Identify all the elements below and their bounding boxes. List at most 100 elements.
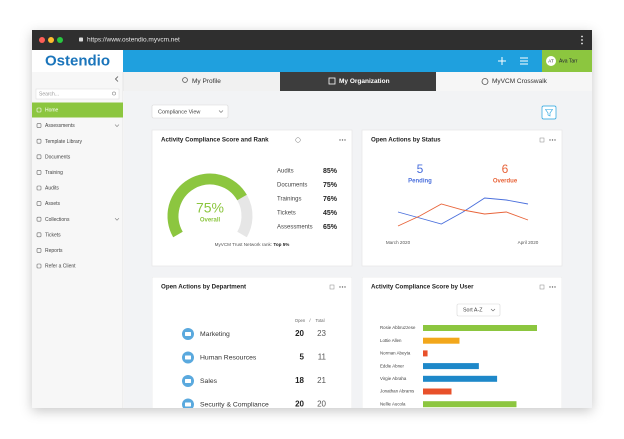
user-initials: AT xyxy=(548,58,554,63)
department-name: Sales xyxy=(200,378,218,385)
search-box[interactable] xyxy=(35,88,120,100)
sidebar-icon xyxy=(36,123,42,128)
gauge-value xyxy=(167,173,247,238)
department-open: 20 xyxy=(295,400,304,409)
department-total: 11 xyxy=(318,353,327,362)
user-bar-chart: Rosie Abbruzzese Lottie Allen Norman Abeyt… xyxy=(380,325,537,408)
help-icon[interactable] xyxy=(295,137,301,143)
expand-icon[interactable] xyxy=(539,137,545,143)
tab-active[interactable]: My Organization xyxy=(339,78,390,85)
status-count: 6 xyxy=(502,162,509,176)
user-name: Lottie Allen xyxy=(380,338,402,343)
add-button[interactable] xyxy=(498,57,506,65)
status-line xyxy=(397,197,529,225)
browser-menu[interactable] xyxy=(581,35,583,45)
maximize-dot[interactable] xyxy=(57,37,63,43)
user-name: Rosie Abbruzzese xyxy=(380,325,416,330)
card: Open Actions by Department Open / Total … xyxy=(152,277,352,409)
sidebar-item[interactable]: Reports xyxy=(36,248,63,254)
bar xyxy=(423,325,537,331)
sidebar-item[interactable]: Template Library xyxy=(36,138,82,145)
user-avatar xyxy=(546,56,556,66)
score-value: 76% xyxy=(323,196,338,203)
expand-caret xyxy=(114,124,120,128)
card-menu[interactable] xyxy=(339,139,346,141)
department-icon-glyph xyxy=(185,355,191,360)
tab[interactable]: My Profile xyxy=(192,78,221,85)
department-total: 21 xyxy=(317,376,326,385)
view-dropdown-label: Compliance View xyxy=(158,109,200,115)
tab[interactable]: MyVCM Crosswalk xyxy=(492,78,548,85)
sidebar-label: Template Library xyxy=(45,139,82,145)
expand-icon[interactable] xyxy=(329,284,335,290)
bar xyxy=(423,375,498,382)
card: Activity Compliance Score and Rank MyVCM… xyxy=(151,129,353,267)
sidebar-item[interactable]: Audits xyxy=(36,186,59,192)
card-bg xyxy=(361,129,563,267)
score-label: Trainings xyxy=(277,197,301,203)
sidebar-icon xyxy=(36,107,42,113)
tab-bg xyxy=(436,72,592,91)
sidebar-item[interactable]: Documents xyxy=(36,154,71,160)
logo-area xyxy=(32,50,123,72)
card-title: Open Actions by Department xyxy=(161,284,246,291)
sidebar-icon xyxy=(36,138,42,144)
sidebar-icon xyxy=(36,154,42,160)
card-bg xyxy=(151,129,353,267)
sidebar-item[interactable]: Tickets xyxy=(36,232,61,238)
filter-button[interactable] xyxy=(541,105,557,120)
bar xyxy=(423,363,479,370)
card-bg xyxy=(152,277,352,408)
status-name: Overdue xyxy=(493,179,518,185)
sidebar-icon xyxy=(36,216,42,222)
minimize-dot[interactable] xyxy=(48,37,54,43)
sidebar-item[interactable]: Home xyxy=(32,102,123,118)
sidebar-label: Documents xyxy=(45,154,71,160)
url[interactable]: https://www.ostendio.myvcm.net xyxy=(87,37,180,44)
department-name: Human Resources xyxy=(200,354,257,361)
score-value: 45% xyxy=(323,210,338,217)
card-title: Activity Compliance Score and Rank xyxy=(161,137,269,144)
collapse-button[interactable] xyxy=(114,76,119,82)
search-icon xyxy=(112,91,116,96)
header-bar xyxy=(123,50,542,72)
browser-bar xyxy=(32,30,592,50)
card-bg xyxy=(362,277,562,408)
close-dot[interactable] xyxy=(39,37,45,43)
sidebar-icon xyxy=(36,201,42,206)
card-menu[interactable] xyxy=(549,139,556,141)
bar xyxy=(423,350,428,357)
expand-caret xyxy=(114,217,120,221)
expand-icon[interactable] xyxy=(539,284,545,290)
card-menu[interactable] xyxy=(339,286,346,288)
sidebar-label: Audits xyxy=(45,186,59,192)
user-name: Jonathan Abrams xyxy=(380,389,415,394)
sidebar-item[interactable]: Training xyxy=(36,170,63,176)
bar xyxy=(423,337,460,344)
sidebar-item[interactable]: Assets xyxy=(36,201,61,207)
user-menu[interactable] xyxy=(542,50,592,72)
browser-window: https://www.ostendio.myvcm.net Ostendio … xyxy=(32,30,592,409)
card-menu[interactable] xyxy=(549,286,556,288)
sidebar-item[interactable]: Collections xyxy=(36,216,120,223)
department-open: 5 xyxy=(300,353,305,362)
logo[interactable]: Ostendio xyxy=(45,52,110,69)
card: Activity Compliance Score by User Sort A… xyxy=(362,277,562,408)
sidebar-item[interactable]: Refer a Client xyxy=(36,264,76,270)
user-name: Ava Tarr xyxy=(559,59,578,65)
user-name: Norman Abeyta xyxy=(380,351,411,356)
app: https://www.ostendio.myvcm.net Ostendio … xyxy=(32,30,592,409)
sort-dropdown[interactable] xyxy=(456,303,501,317)
rank-label: MyVCM Trust Network rank: xyxy=(215,242,272,247)
sidebar xyxy=(32,72,123,408)
department-icon-glyph xyxy=(185,332,191,336)
card-title: Open Actions by Status xyxy=(371,137,441,144)
rank-text: MyVCM Trust Network rank: Top 5% xyxy=(215,242,290,247)
menu-button[interactable] xyxy=(520,57,528,65)
view-dropdown[interactable] xyxy=(151,104,229,119)
dropdown-caret xyxy=(218,110,224,113)
sidebar-item[interactable]: Assessments xyxy=(36,123,120,129)
user-name: Eddie Abner xyxy=(380,363,404,368)
department-total: 23 xyxy=(317,329,326,338)
